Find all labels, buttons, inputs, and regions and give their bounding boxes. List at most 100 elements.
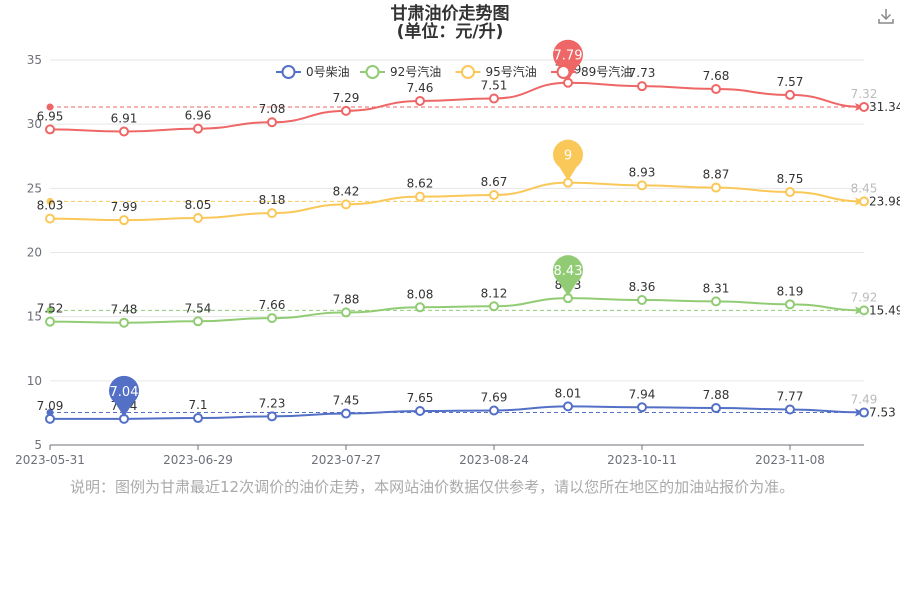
data-point[interactable] xyxy=(45,213,55,224)
data-label: 7.46 xyxy=(407,81,434,95)
data-point[interactable] xyxy=(119,317,129,328)
data-point[interactable] xyxy=(489,93,499,104)
data-point[interactable] xyxy=(341,408,351,419)
data-label: 8.03 xyxy=(37,199,64,213)
legend-marker xyxy=(281,65,296,79)
data-point[interactable] xyxy=(711,84,721,95)
max-pin[interactable] xyxy=(553,39,583,70)
data-point[interactable] xyxy=(563,401,573,412)
legend-label: 89号汽油 xyxy=(581,64,632,79)
legend-marker xyxy=(556,65,571,79)
max-pin[interactable] xyxy=(553,255,583,286)
data-point[interactable] xyxy=(859,101,869,112)
avg-value-label: 23.98 xyxy=(869,194,900,208)
data-label: 8.31 xyxy=(703,281,730,295)
data-point[interactable] xyxy=(415,302,425,313)
data-label: 7.57 xyxy=(777,75,804,89)
data-point[interactable] xyxy=(711,296,721,307)
x-tick-label: 2023-07-27 xyxy=(311,453,381,467)
data-point[interactable] xyxy=(267,313,277,324)
max-pin-label: 7.04 xyxy=(110,385,139,400)
data-label: 8.12 xyxy=(481,286,508,300)
y-tick-label: 25 xyxy=(27,181,42,195)
data-point[interactable] xyxy=(785,187,795,198)
data-point[interactable] xyxy=(267,208,277,219)
y-tick-label: 10 xyxy=(27,374,42,388)
data-point[interactable] xyxy=(489,405,499,416)
data-point[interactable] xyxy=(489,190,499,201)
data-point[interactable] xyxy=(711,182,721,193)
legend-item-95[interactable]: 95号汽油 xyxy=(455,64,537,79)
data-label: 8.01 xyxy=(555,386,582,400)
max-pin[interactable] xyxy=(553,139,583,170)
data-point[interactable] xyxy=(119,126,129,137)
data-point[interactable] xyxy=(415,191,425,202)
data-label: 7.66 xyxy=(259,298,286,312)
data-label: 7.08 xyxy=(259,102,286,116)
max-pin-label: 9 xyxy=(564,149,572,164)
data-label: 8.62 xyxy=(407,177,434,191)
legend-item-89[interactable]: 89号汽油 xyxy=(551,64,632,79)
data-label: 7.45 xyxy=(333,394,360,408)
data-point[interactable] xyxy=(785,404,795,415)
data-point[interactable] xyxy=(193,212,203,223)
data-point[interactable] xyxy=(637,180,647,191)
legend-item-92[interactable]: 92号汽油 xyxy=(360,64,441,79)
avg-line-start xyxy=(46,306,54,314)
legend-item-0[interactable]: 0号柴油 xyxy=(276,65,350,79)
avg-line-start xyxy=(46,103,54,111)
y-tick-label: 30 xyxy=(27,117,42,131)
data-label: 7.09 xyxy=(37,399,64,413)
data-point[interactable] xyxy=(341,307,351,318)
data-label: 8.45 xyxy=(851,181,878,195)
data-point[interactable] xyxy=(193,123,203,134)
data-point[interactable] xyxy=(119,215,129,226)
series-line-92 xyxy=(49,297,865,324)
data-point[interactable] xyxy=(637,294,647,305)
data-point[interactable] xyxy=(489,301,499,312)
data-point[interactable] xyxy=(193,413,203,424)
avg-value-label: 15.49 xyxy=(869,303,900,317)
data-label: 7.49 xyxy=(851,393,878,407)
data-point[interactable] xyxy=(45,413,55,424)
data-point[interactable] xyxy=(415,95,425,106)
data-point[interactable] xyxy=(341,105,351,116)
data-point[interactable] xyxy=(785,89,795,100)
x-tick-label: 2023-10-11 xyxy=(607,453,677,467)
series-line-0 xyxy=(49,405,865,420)
data-point[interactable] xyxy=(637,81,647,92)
data-label: 8.36 xyxy=(629,280,656,294)
data-point[interactable] xyxy=(193,316,203,327)
data-point[interactable] xyxy=(785,299,795,310)
data-label: 6.91 xyxy=(111,111,138,125)
data-label: 7.65 xyxy=(407,391,434,405)
data-label: 8.75 xyxy=(777,172,804,186)
max-pin[interactable] xyxy=(109,375,139,406)
download-icon[interactable] xyxy=(876,6,896,26)
avg-line-start xyxy=(46,197,54,205)
data-point[interactable] xyxy=(859,407,869,418)
x-tick-label: 2023-05-31 xyxy=(15,453,85,467)
data-point[interactable] xyxy=(859,305,869,316)
data-label: 7.92 xyxy=(851,290,878,304)
data-point[interactable] xyxy=(45,316,55,327)
data-label: 7.73 xyxy=(629,66,656,80)
data-point[interactable] xyxy=(637,402,647,413)
data-point[interactable] xyxy=(267,117,277,128)
y-tick-label: 20 xyxy=(27,246,42,260)
data-label: 8.18 xyxy=(259,193,286,207)
data-point[interactable] xyxy=(711,403,721,414)
data-point[interactable] xyxy=(859,196,869,207)
data-point[interactable] xyxy=(45,124,55,135)
x-tick-label: 2023-08-24 xyxy=(459,453,529,467)
x-tick-label: 2023-06-29 xyxy=(163,453,233,467)
legend-label: 92号汽油 xyxy=(390,64,441,79)
data-point[interactable] xyxy=(267,411,277,422)
data-label: 7.29 xyxy=(333,91,360,105)
data-label: 7.48 xyxy=(111,303,138,317)
data-label: 7.52 xyxy=(37,302,64,316)
data-point[interactable] xyxy=(341,199,351,210)
data-label: 7.77 xyxy=(777,389,804,403)
data-label: 7.94 xyxy=(629,387,656,401)
data-point[interactable] xyxy=(415,405,425,416)
